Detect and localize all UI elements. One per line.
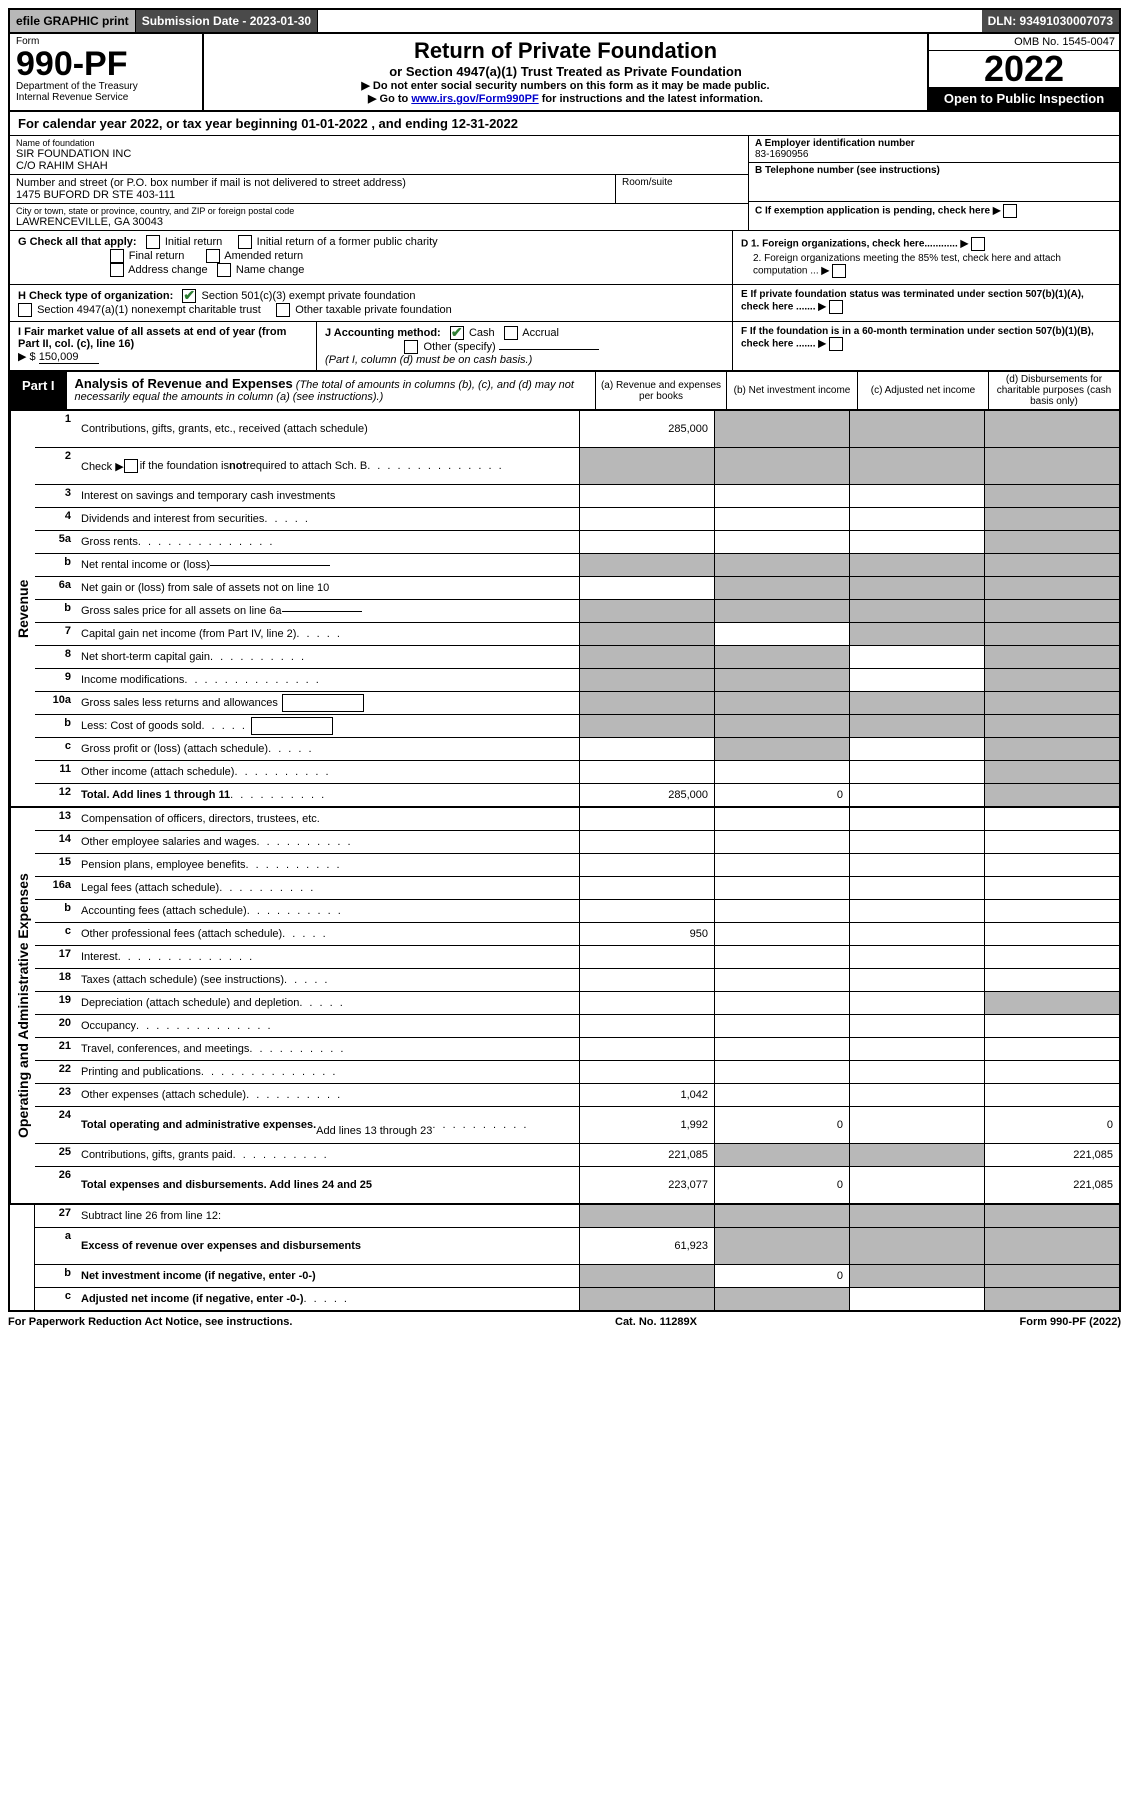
footer-left: For Paperwork Reduction Act Notice, see …: [8, 1316, 292, 1328]
form-number: 990-PF: [16, 47, 196, 81]
checkbox-d2[interactable]: [832, 264, 846, 278]
h-check-section: H Check type of organization: Section 50…: [8, 285, 1121, 322]
form-title: Return of Private Foundation: [214, 38, 917, 64]
checkbox-f[interactable]: [829, 337, 843, 351]
checkbox-e[interactable]: [829, 300, 843, 314]
dln-label: DLN: 93491030007073: [982, 10, 1119, 32]
d-checks: D 1. Foreign organizations, check here..…: [732, 231, 1119, 284]
opex-table: Operating and Administrative Expenses 13…: [8, 808, 1121, 1205]
phone-row: B Telephone number (see instructions): [749, 163, 1119, 202]
footer-form: Form 990-PF (2022): [1020, 1316, 1121, 1328]
checkbox-name-change[interactable]: [217, 263, 231, 277]
dept-treasury: Department of the Treasury: [16, 81, 196, 92]
checkbox-accrual[interactable]: [504, 326, 518, 340]
header-center: Return of Private Foundation or Section …: [204, 34, 927, 110]
header-left: Form 990-PF Department of the Treasury I…: [10, 34, 204, 110]
submission-date: Submission Date - 2023-01-30: [136, 10, 318, 32]
col-d-header: (d) Disbursements for charitable purpose…: [988, 372, 1119, 409]
col-b-header: (b) Net investment income: [726, 372, 857, 409]
part1-label: Part I: [10, 372, 67, 409]
dept-irs: Internal Revenue Service: [16, 92, 196, 103]
instr-2: ▶ Go to www.irs.gov/Form990PF for instru…: [214, 92, 917, 105]
open-public: Open to Public Inspection: [929, 87, 1119, 110]
top-bar: efile GRAPHIC print Submission Date - 20…: [8, 8, 1121, 34]
foundation-name-row: Name of foundation SIR FOUNDATION INC C/…: [10, 136, 748, 175]
part1-title: Analysis of Revenue and Expenses (The to…: [67, 372, 595, 409]
fmv-value: 150,009: [39, 351, 99, 364]
checkbox-other-method[interactable]: [404, 340, 418, 354]
col-c-header: (c) Adjusted net income: [857, 372, 988, 409]
revenue-table: Revenue 1Contributions, gifts, grants, e…: [8, 411, 1121, 808]
ijf-row: I Fair market value of all assets at end…: [8, 322, 1121, 372]
info-left: Name of foundation SIR FOUNDATION INC C/…: [10, 136, 748, 230]
checkbox-501c3[interactable]: [182, 289, 196, 303]
efile-label: efile GRAPHIC print: [10, 10, 136, 32]
form-link[interactable]: www.irs.gov/Form990PF: [411, 93, 538, 105]
address-row: Number and street (or P.O. box number if…: [10, 175, 748, 204]
revenue-side-label: Revenue: [10, 411, 35, 806]
checkbox-other-taxable[interactable]: [276, 303, 290, 317]
exemption-pending-row: C If exemption application is pending, c…: [749, 202, 1119, 220]
col-a-header: (a) Revenue and expenses per books: [595, 372, 726, 409]
g-check-section: G Check all that apply: Initial return I…: [8, 231, 1121, 285]
checkbox-4947[interactable]: [18, 303, 32, 317]
opex-side-label: Operating and Administrative Expenses: [10, 808, 35, 1203]
g-checks: G Check all that apply: Initial return I…: [10, 231, 732, 284]
i-section: I Fair market value of all assets at end…: [10, 322, 317, 370]
part1-header: Part I Analysis of Revenue and Expenses …: [8, 372, 1121, 411]
checkbox-sch-b[interactable]: [124, 459, 138, 473]
spacer: [318, 10, 981, 32]
room-suite: Room/suite: [615, 175, 748, 203]
checkbox-amended-return[interactable]: [206, 249, 220, 263]
footer-cat: Cat. No. 11289X: [615, 1316, 697, 1328]
info-grid: Name of foundation SIR FOUNDATION INC C/…: [8, 136, 1121, 231]
checkbox-final-return[interactable]: [110, 249, 124, 263]
line-27-table: 27Subtract line 26 from line 12: aExcess…: [8, 1205, 1121, 1312]
checkbox-cash[interactable]: [450, 326, 464, 340]
header-right: OMB No. 1545-0047 2022 Open to Public In…: [927, 34, 1119, 110]
calendar-year-line: For calendar year 2022, or tax year begi…: [8, 112, 1121, 136]
e-check: E If private foundation status was termi…: [732, 285, 1119, 321]
f-check: F If the foundation is in a 60-month ter…: [733, 322, 1119, 370]
column-headers: (a) Revenue and expenses per books (b) N…: [595, 372, 1119, 409]
checkbox-initial-return[interactable]: [146, 235, 160, 249]
checkbox-c[interactable]: [1003, 204, 1017, 218]
checkbox-initial-former[interactable]: [238, 235, 252, 249]
instr-1: ▶ Do not enter social security numbers o…: [214, 79, 917, 92]
page-footer: For Paperwork Reduction Act Notice, see …: [8, 1312, 1121, 1332]
form-subtitle: or Section 4947(a)(1) Trust Treated as P…: [214, 64, 917, 79]
ein-row: A Employer identification number 83-1690…: [749, 136, 1119, 163]
form-header: Form 990-PF Department of the Treasury I…: [8, 34, 1121, 112]
h-checks: H Check type of organization: Section 50…: [10, 285, 732, 321]
checkbox-address-change[interactable]: [110, 263, 124, 277]
checkbox-d1[interactable]: [971, 237, 985, 251]
city-row: City or town, state or province, country…: [10, 204, 748, 230]
j-section: J Accounting method: Cash Accrual Other …: [317, 322, 733, 370]
info-right: A Employer identification number 83-1690…: [748, 136, 1119, 230]
tax-year: 2022: [929, 51, 1119, 87]
